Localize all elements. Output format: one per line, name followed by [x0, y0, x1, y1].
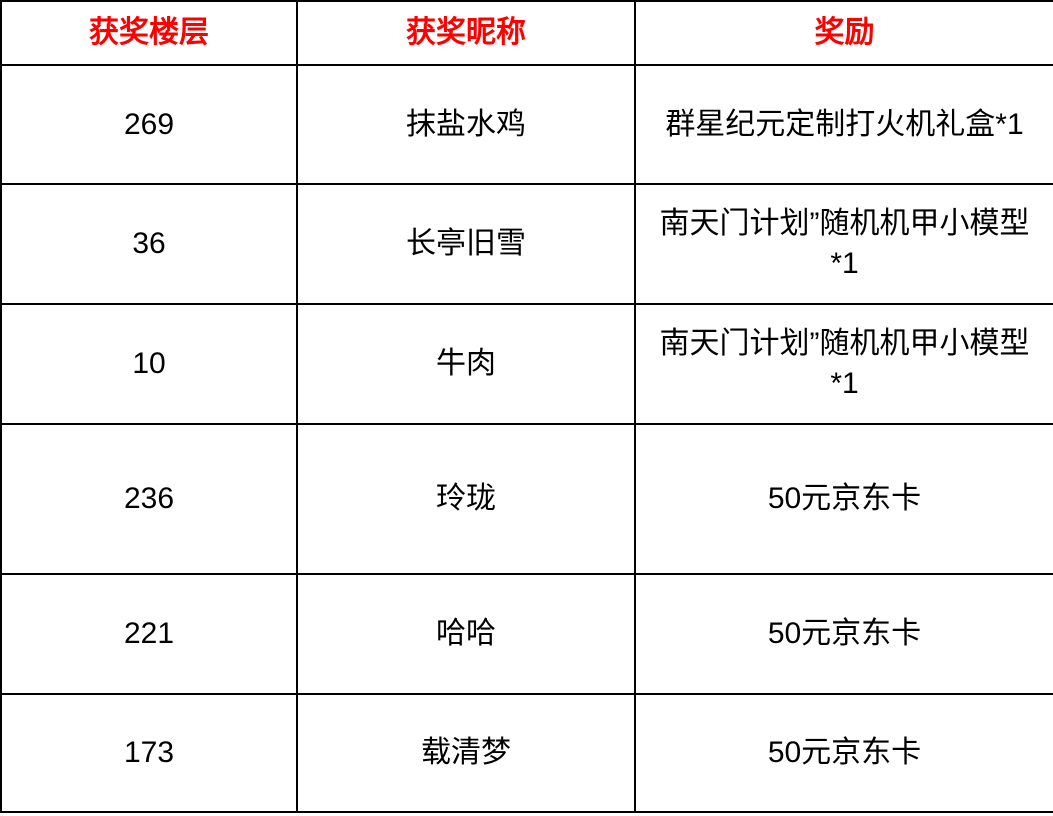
reward-cell: 南天门计划”随机机甲小模型*1: [634, 183, 1053, 305]
table-row: 221 哈哈 50元京东卡: [0, 573, 1053, 695]
reward-cell: 50元京东卡: [634, 573, 1053, 695]
table-row: 269 抹盐水鸡 群星纪元定制打火机礼盒*1: [0, 64, 1053, 185]
floor-cell: 36: [0, 183, 298, 305]
nickname-cell: 牛肉: [296, 303, 636, 425]
nickname-cell: 玲珑: [296, 423, 636, 575]
nickname-cell: 哈哈: [296, 573, 636, 695]
floor-cell: 221: [0, 573, 298, 695]
nickname-cell: 长亭旧雪: [296, 183, 636, 305]
nickname-cell: 载清梦: [296, 693, 636, 813]
header-row: 获奖楼层 获奖昵称 奖励: [0, 0, 1053, 66]
reward-cell: 50元京东卡: [634, 693, 1053, 813]
reward-cell: 50元京东卡: [634, 423, 1053, 575]
header-reward: 奖励: [634, 0, 1053, 66]
header-nickname: 获奖昵称: [296, 0, 636, 66]
nickname-cell: 抹盐水鸡: [296, 64, 636, 185]
reward-cell: 群星纪元定制打火机礼盒*1: [634, 64, 1053, 185]
floor-cell: 269: [0, 64, 298, 185]
table-row: 173 载清梦 50元京东卡: [0, 693, 1053, 813]
reward-cell: 南天门计划”随机机甲小模型*1: [634, 303, 1053, 425]
floor-cell: 10: [0, 303, 298, 425]
table-row: 236 玲珑 50元京东卡: [0, 423, 1053, 575]
floor-cell: 173: [0, 693, 298, 813]
header-floor: 获奖楼层: [0, 0, 298, 66]
table-row: 10 牛肉 南天门计划”随机机甲小模型*1: [0, 303, 1053, 425]
floor-cell: 236: [0, 423, 298, 575]
table-row: 36 长亭旧雪 南天门计划”随机机甲小模型*1: [0, 183, 1053, 305]
